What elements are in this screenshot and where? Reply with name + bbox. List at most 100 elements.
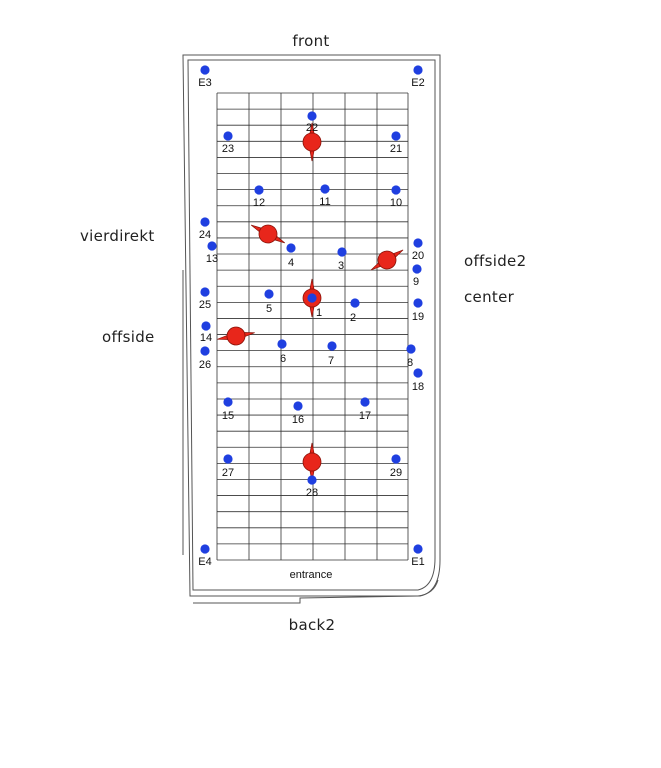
point-label: 14	[200, 332, 212, 344]
measurement-point-26: 26	[199, 346, 211, 371]
hall-outline	[182, 54, 441, 604]
point-label: 1	[316, 307, 322, 319]
point-marker	[413, 544, 423, 554]
point-label: E4	[198, 556, 211, 568]
measurement-point-23: 23	[222, 131, 234, 155]
entrance-label: entrance	[290, 569, 333, 581]
measurement-point-20: 20	[412, 238, 424, 262]
measurement-point-3: 3	[337, 247, 347, 272]
speaker-bottom	[302, 442, 322, 482]
point-marker	[413, 238, 423, 248]
speaker-left-upper	[251, 224, 285, 244]
point-marker	[293, 401, 303, 411]
point-marker	[200, 346, 210, 356]
speaker-layer	[217, 122, 404, 482]
speaker-right	[370, 249, 404, 271]
speaker-body	[226, 326, 246, 346]
point-marker	[254, 185, 264, 195]
point-marker	[200, 217, 210, 227]
speaker-top	[302, 122, 322, 162]
measurement-point-e2: E2	[411, 65, 425, 89]
point-label: 7	[328, 355, 334, 367]
point-label: 9	[413, 276, 419, 288]
point-marker	[413, 368, 423, 378]
measurement-point-4: 4	[286, 243, 296, 269]
measurement-point-21: 21	[390, 131, 402, 155]
point-label: 28	[306, 487, 318, 499]
measurement-point-29: 29	[390, 454, 402, 479]
front-label: front	[292, 32, 329, 50]
point-marker	[391, 454, 401, 464]
point-marker	[412, 264, 422, 274]
point-label: 3	[338, 260, 344, 272]
point-marker	[264, 289, 274, 299]
point-marker	[277, 339, 287, 349]
point-marker	[201, 321, 211, 331]
measurement-point-10: 10	[390, 185, 402, 209]
measurement-point-e4: E4	[198, 544, 212, 568]
measurement-point-1: 1	[307, 293, 322, 319]
measurement-point-2: 2	[350, 298, 360, 324]
measurement-point-5: 5	[264, 289, 274, 315]
offside2-label: offside2	[464, 252, 526, 270]
point-label: 25	[199, 299, 211, 311]
point-marker	[207, 241, 217, 251]
point-marker	[307, 111, 317, 121]
point-label: 2	[350, 312, 356, 324]
point-marker	[307, 475, 317, 485]
point-label: 16	[292, 414, 304, 426]
measurement-point-17: 17	[359, 397, 371, 422]
measurement-point-18: 18	[412, 368, 424, 393]
point-label: 24	[199, 229, 211, 241]
point-label: 21	[390, 143, 402, 155]
measurement-point-13: 13	[206, 241, 218, 265]
measurement-point-22: 22	[306, 111, 318, 134]
point-label: 5	[266, 303, 272, 315]
measurement-point-27: 27	[222, 454, 234, 479]
point-label: 20	[412, 250, 424, 262]
point-marker	[286, 243, 296, 253]
measurement-point-6: 6	[277, 339, 287, 365]
point-label: 13	[206, 253, 218, 265]
measurement-point-14: 14	[200, 321, 212, 344]
point-marker	[200, 287, 210, 297]
measurement-point-11: 11	[319, 184, 331, 208]
center-label: center	[464, 288, 515, 306]
point-marker	[320, 184, 330, 194]
vierdirekt-label: vierdirekt	[80, 227, 155, 245]
measurement-point-e1: E1	[411, 544, 425, 568]
speaker-center	[302, 278, 322, 318]
point-marker	[307, 293, 317, 303]
measurement-point-12: 12	[253, 185, 265, 209]
point-label: 12	[253, 197, 265, 209]
point-marker	[391, 131, 401, 141]
point-marker	[406, 344, 416, 354]
speaker-body	[302, 132, 322, 152]
point-marker	[200, 544, 210, 554]
point-label: 23	[222, 143, 234, 155]
point-marker	[413, 298, 423, 308]
point-marker	[391, 185, 401, 195]
point-marker	[327, 341, 337, 351]
point-marker	[223, 454, 233, 464]
point-label: 10	[390, 197, 402, 209]
measurement-point-24: 24	[199, 217, 211, 241]
point-marker	[337, 247, 347, 257]
measurement-point-8: 8	[406, 344, 416, 369]
point-label: 27	[222, 467, 234, 479]
measurement-point-28: 28	[306, 475, 318, 499]
point-marker	[360, 397, 370, 407]
point-label: 6	[280, 353, 286, 365]
point-label: 8	[407, 357, 413, 369]
speaker-body	[258, 224, 278, 244]
back-label: back2	[289, 616, 336, 634]
point-label: 4	[288, 257, 294, 269]
measurement-point-9: 9	[412, 264, 422, 288]
point-label: 17	[359, 410, 371, 422]
speaker-left-lower	[217, 326, 255, 346]
point-label: 22	[306, 122, 318, 134]
speaker-body	[302, 452, 322, 472]
offside-label: offside	[102, 328, 155, 346]
